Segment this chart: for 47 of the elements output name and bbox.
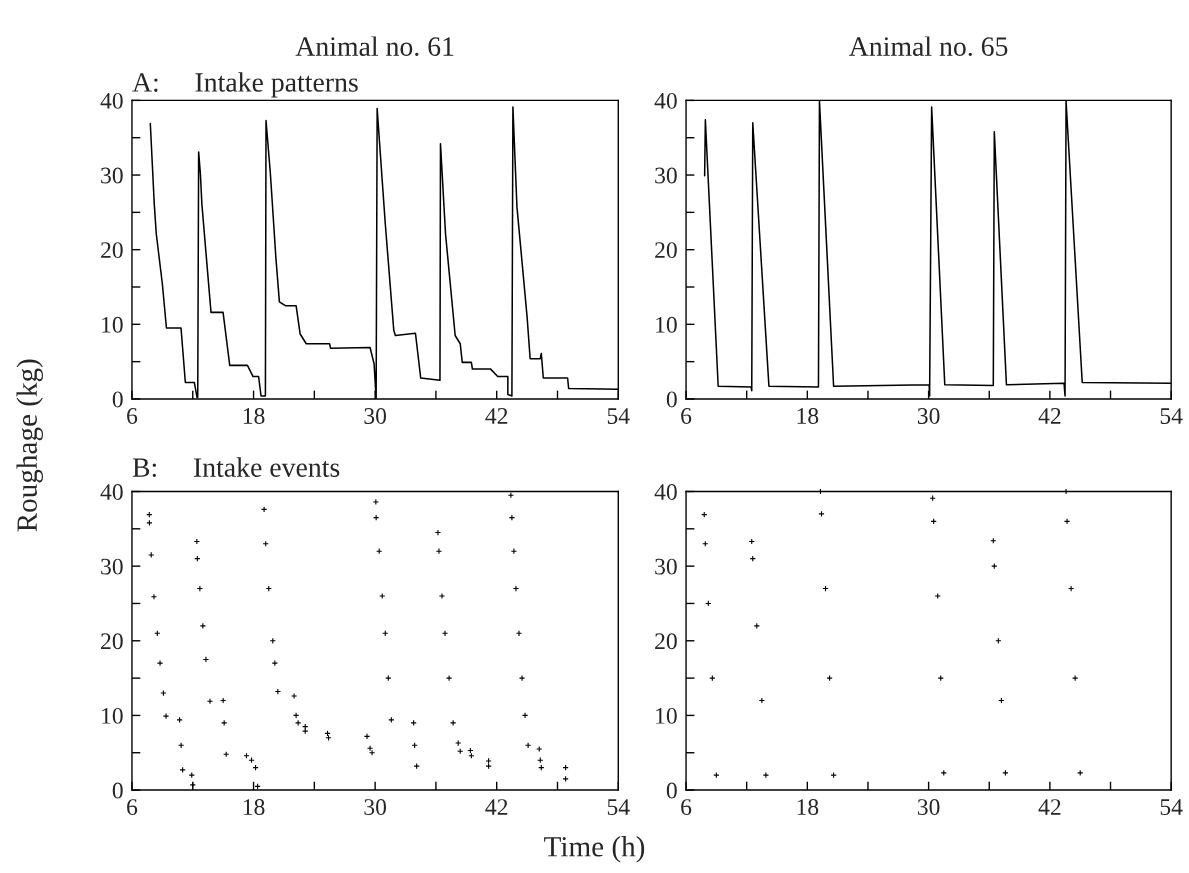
y-tick-label: 10	[656, 707, 677, 724]
y-tick-label: 20	[101, 242, 123, 259]
x-tick-label: 6	[681, 408, 692, 424]
x-tick-label: 30	[917, 799, 940, 816]
y-tick-label: 40	[100, 483, 123, 500]
x-tick-label: 54	[607, 408, 630, 424]
x-tick-label: 54	[607, 799, 630, 816]
y-tick-label: 10	[102, 707, 123, 724]
x-tick-label: 6	[681, 799, 692, 816]
y-tick-label: 20	[101, 633, 123, 650]
y-tick-label: 20	[655, 633, 677, 650]
y-tick-label: 20	[655, 242, 677, 259]
y-tick-label: 30	[101, 167, 123, 184]
y-axis-title: Roughage (kg)	[16, 359, 43, 532]
y-tick-label: 40	[100, 92, 123, 109]
x-tick-label: 42	[485, 408, 508, 424]
x-tick-label: 18	[797, 407, 819, 424]
y-tick-label: 40	[654, 92, 677, 109]
x-tick-label: 42	[1038, 408, 1061, 424]
y-tick-label: 0	[666, 782, 677, 799]
x-tick-label: 30	[917, 407, 940, 424]
x-tick-label: 30	[364, 407, 387, 424]
x-tick-label: 42	[1038, 799, 1061, 815]
y-tick-label: 10	[102, 316, 123, 333]
x-axis-title: Time (h)	[544, 836, 645, 863]
x-tick-label: 30	[364, 799, 387, 816]
y-tick-label: 30	[101, 558, 123, 575]
chart-title: Animal no. 65	[849, 36, 1008, 57]
y-tick-label: 0	[112, 782, 123, 799]
x-tick-label: 54	[1160, 799, 1183, 816]
chart-title: Animal no. 61	[295, 36, 454, 57]
y-tick-label: 30	[655, 167, 677, 184]
x-tick-label: 6	[127, 799, 138, 816]
y-tick-label: 10	[656, 316, 677, 333]
x-tick-label: 18	[797, 799, 819, 816]
y-tick-label: 0	[666, 391, 677, 408]
point	[934, 592, 941, 600]
x-tick-label: 18	[243, 407, 265, 424]
x-tick-label: 6	[127, 408, 138, 424]
chart-subtitle: A: Intake patterns	[132, 72, 358, 98]
y-tick-label: 40	[654, 483, 677, 500]
y-tick-label: 30	[655, 558, 677, 575]
x-tick-label: 42	[485, 799, 508, 815]
y-tick-label: 0	[112, 391, 123, 408]
chart-title: B: Intake events	[132, 457, 340, 478]
x-tick-label: 54	[1160, 408, 1183, 424]
x-tick-label: 18	[243, 799, 265, 816]
